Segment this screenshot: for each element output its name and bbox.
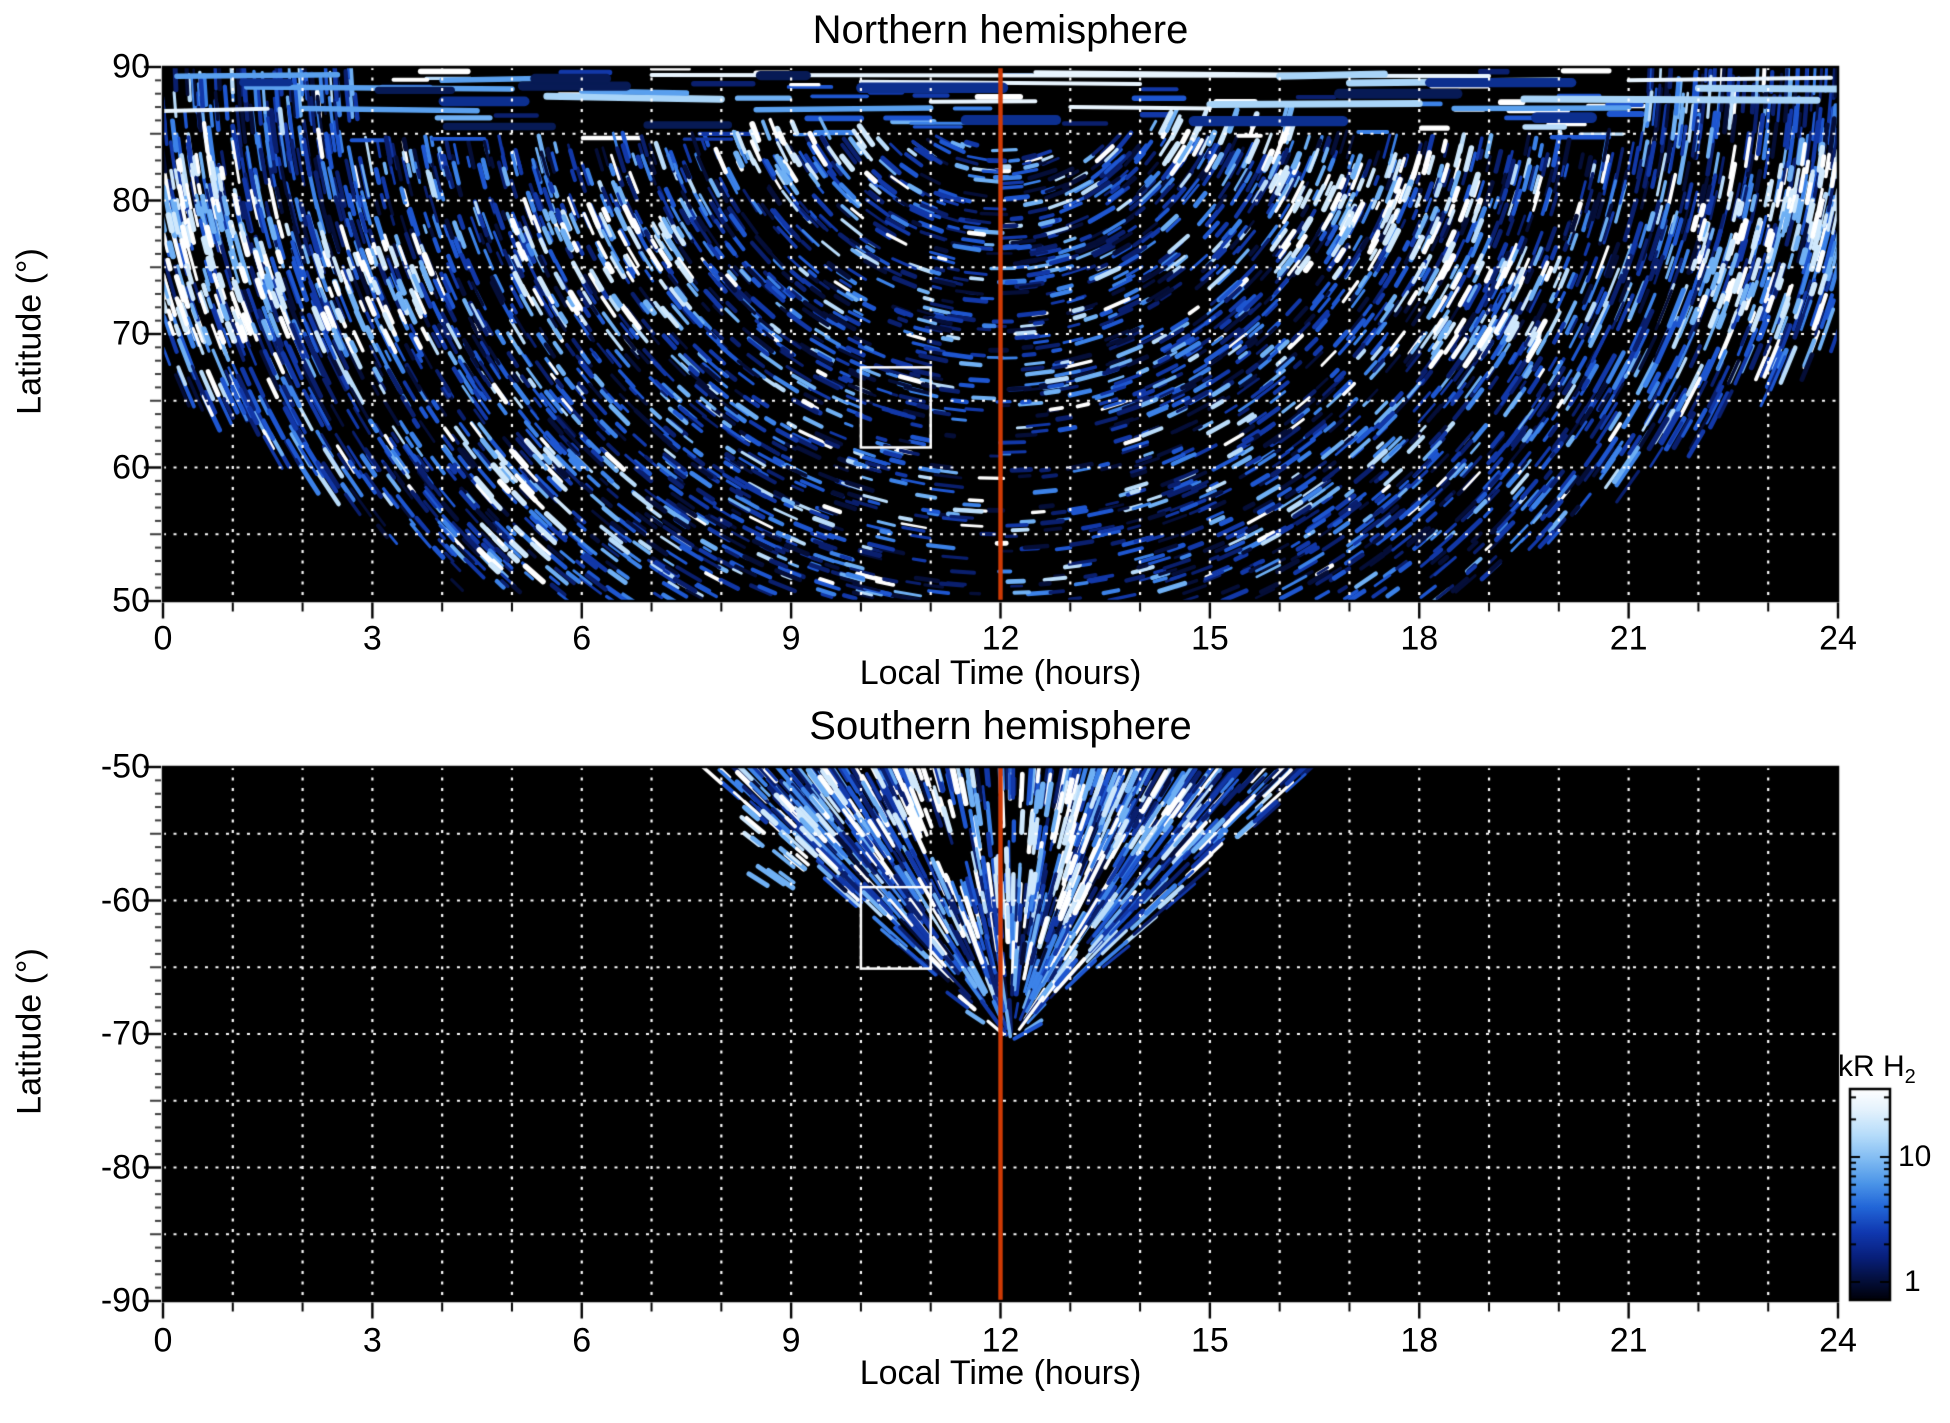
x-tick-label-south-0: 0 — [153, 1321, 173, 1360]
y-tick-label-south--80: -80 — [100, 1148, 150, 1186]
x-tick-label-south-15: 15 — [1190, 1321, 1229, 1360]
north-yaxis-label: Latitude (°) — [10, 248, 49, 415]
y-tick-label-north-80: 80 — [112, 181, 150, 219]
y-tick-label-south--90: -90 — [100, 1281, 150, 1320]
y-tick-label-south--50: -50 — [100, 747, 150, 786]
x-tick-label-north-0: 0 — [153, 619, 173, 658]
x-tick-label-north-6: 6 — [572, 619, 592, 658]
x-tick-label-north-12: 12 — [981, 619, 1020, 658]
x-tick-label-north-15: 15 — [1190, 619, 1229, 658]
colorbar-tick-label-10: 10 — [1898, 1140, 1932, 1173]
colorbar-label-subscript: 2 — [1904, 1066, 1916, 1088]
x-tick-label-north-21: 21 — [1609, 619, 1648, 658]
x-tick-label-north-3: 3 — [362, 619, 382, 658]
x-tick-label-south-6: 6 — [572, 1321, 592, 1360]
y-tick-label-north-90: 90 — [112, 47, 150, 86]
x-tick-label-south-24: 24 — [1819, 1321, 1857, 1360]
south-xaxis-label: Local Time (hours) — [859, 1354, 1142, 1392]
x-tick-label-south-3: 3 — [362, 1321, 382, 1360]
y-tick-label-north-60: 60 — [112, 448, 150, 486]
colorbar-label: kR H2 — [1838, 1050, 1916, 1089]
y-tick-label-south--70: -70 — [100, 1014, 150, 1053]
y-tick-label-south--60: -60 — [100, 881, 150, 919]
colorbar-label-main: kR H — [1838, 1050, 1905, 1083]
north-xaxis-label: Local Time (hours) — [859, 654, 1142, 692]
x-tick-label-south-9: 9 — [781, 1321, 801, 1360]
x-tick-label-south-18: 18 — [1400, 1321, 1439, 1360]
north-panel-title: Northern hemisphere — [812, 8, 1189, 52]
x-tick-label-north-24: 24 — [1819, 619, 1857, 658]
south-panel-title: Southern hemisphere — [809, 704, 1192, 748]
y-tick-label-north-50: 50 — [112, 581, 150, 620]
x-tick-label-south-21: 21 — [1609, 1321, 1648, 1360]
colorbar-tick-label-1: 1 — [1904, 1265, 1921, 1298]
x-tick-label-north-9: 9 — [781, 619, 801, 658]
south-yaxis-label: Latitude (°) — [10, 948, 49, 1115]
y-tick-label-north-70: 70 — [112, 314, 150, 353]
x-tick-label-south-12: 12 — [981, 1321, 1020, 1360]
x-tick-label-north-18: 18 — [1400, 619, 1439, 658]
